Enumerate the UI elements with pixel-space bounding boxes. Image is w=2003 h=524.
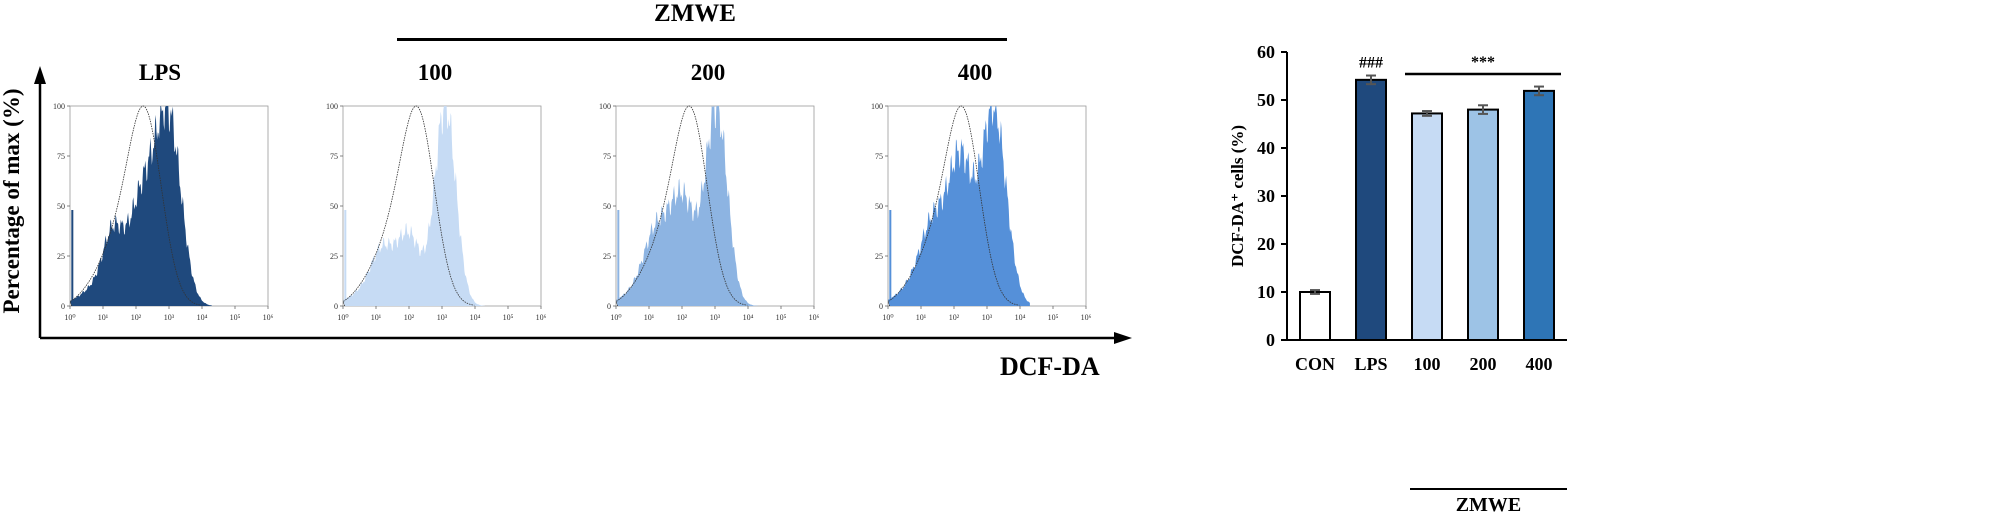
zmwe-bracket-label: ZMWE xyxy=(1455,494,1522,516)
bar-con xyxy=(1299,291,1331,341)
zmwe-group-label: ZMWE xyxy=(654,0,736,27)
zmwe-bracket-line xyxy=(1410,488,1567,490)
histogram-x-tick-label: 10⁵ xyxy=(1048,313,1059,322)
histogram-x-tick-label: 10⁶ xyxy=(809,313,820,322)
histogram-y-tick-label: 0 xyxy=(607,302,611,311)
histogram-x-tick-label: 10⁰ xyxy=(610,313,621,322)
histogram-x-tick-label: 10⁰ xyxy=(882,313,893,322)
bar-y-tick-label: 30 xyxy=(1257,186,1275,206)
bar-400 xyxy=(1523,89,1555,341)
histogram-x-tick-label: 10⁰ xyxy=(337,313,348,322)
histogram-y-tick-label: 0 xyxy=(61,302,65,311)
sample-histogram xyxy=(70,106,212,306)
bar-category-label: 100 xyxy=(1414,354,1441,370)
bar-y-tick-label: 50 xyxy=(1257,90,1275,110)
bar-category-label: LPS xyxy=(1354,354,1387,370)
histogram-x-tick-label: 10² xyxy=(131,313,142,322)
histogram-panel-lps: 0 25 50 75 100 10⁰ 10¹ 10² 10³ 10⁴ 10⁵ 10⁶ xyxy=(53,102,274,322)
histogram-y-tick-label: 25 xyxy=(330,252,338,261)
histogram-x-tick-label: 10¹ xyxy=(644,313,655,322)
bar-chart: 0 10 20 30 40 50 60 CON LPS 100 200 400 ### *** xyxy=(1257,42,1567,370)
bar-y-tick-label: 20 xyxy=(1257,234,1275,254)
sample-histogram xyxy=(616,106,758,306)
histogram-x-tick-label: 10⁴ xyxy=(743,313,754,322)
histogram-panel-200: 0 25 50 75 100 10⁰ 10¹ 10² 10³ 10⁴ 10⁵ 10⁶ xyxy=(599,102,820,322)
histogram-panel-100: 0 25 50 75 100 10⁰ 10¹ 10² 10³ 10⁴ 10⁵ 10⁶ xyxy=(326,102,547,322)
histogram-y-tick-label: 0 xyxy=(334,302,338,311)
x-axis-label: DCF-DA xyxy=(1000,352,1100,381)
histogram-x-tick-label: 10¹ xyxy=(371,313,382,322)
histogram-y-tick-label: 50 xyxy=(330,202,338,211)
histogram-y-tick-label: 75 xyxy=(603,152,611,161)
histogram-x-tick-label: 10⁴ xyxy=(470,313,481,322)
histogram-y-tick-label: 0 xyxy=(879,302,883,311)
histogram-x-tick-label: 10² xyxy=(404,313,415,322)
histogram-y-tick-label: 25 xyxy=(57,252,65,261)
control-histogram-outline xyxy=(887,105,1020,307)
histogram-y-tick-label: 50 xyxy=(603,202,611,211)
low-end-spike xyxy=(889,210,892,306)
histogram-x-tick-label: 10¹ xyxy=(98,313,109,322)
histogram-x-tick-label: 10² xyxy=(677,313,688,322)
sample-histogram xyxy=(343,106,485,306)
panel-label-400: 400 xyxy=(957,60,993,85)
histogram-panel-400: 0 25 50 75 100 10⁰ 10¹ 10² 10³ 10⁴ 10⁵ 10⁶ xyxy=(871,102,1092,322)
bar-y-tick-label: 0 xyxy=(1266,330,1275,350)
histogram-x-tick-label: 10⁵ xyxy=(230,313,241,322)
histogram-x-tick-label: 10⁶ xyxy=(536,313,547,322)
histogram-x-tick-label: 10⁶ xyxy=(263,313,274,322)
histogram-x-tick-label: 10³ xyxy=(164,313,175,322)
low-end-spike xyxy=(344,210,347,306)
bar-category-label: 200 xyxy=(1470,354,1497,370)
panel-label-100: 100 xyxy=(417,60,453,85)
low-end-spike xyxy=(617,210,620,306)
histogram-x-tick-label: 10⁵ xyxy=(503,313,514,322)
bar-200 xyxy=(1467,108,1499,341)
histogram-x-tick-label: 10⁰ xyxy=(64,313,75,322)
bar-lps xyxy=(1355,78,1387,342)
panel-label-200: 200 xyxy=(690,60,726,85)
low-end-spike xyxy=(71,210,74,306)
histogram-y-tick-label: 25 xyxy=(603,252,611,261)
sample-histogram xyxy=(888,106,1030,306)
histogram-y-tick-label: 100 xyxy=(599,102,611,111)
histogram-x-tick-label: 10⁴ xyxy=(197,313,208,322)
histogram-x-tick-label: 10⁵ xyxy=(776,313,787,322)
histogram-x-tick-label: 10³ xyxy=(982,313,993,322)
histogram-y-tick-label: 50 xyxy=(875,202,883,211)
bar-category-label: 400 xyxy=(1526,354,1553,370)
histogram-x-tick-label: 10³ xyxy=(437,313,448,322)
histogram-x-tick-label: 10⁶ xyxy=(1081,313,1092,322)
histogram-x-tick-label: 10³ xyxy=(710,313,721,322)
histogram-y-tick-label: 50 xyxy=(57,202,65,211)
zmwe-significance-mark: *** xyxy=(1471,54,1495,71)
histogram-y-tick-label: 100 xyxy=(53,102,65,111)
control-histogram-outline xyxy=(342,105,475,307)
main-axis-arrows xyxy=(34,66,1132,344)
bar-y-tick-label: 60 xyxy=(1257,42,1275,62)
histogram-y-tick-label: 75 xyxy=(330,152,338,161)
bar-category-label: CON xyxy=(1295,354,1335,370)
histogram-y-tick-label: 75 xyxy=(875,152,883,161)
panel-label-lps: LPS xyxy=(138,60,182,85)
control-histogram-outline xyxy=(69,105,202,307)
histogram-x-tick-label: 10¹ xyxy=(916,313,927,322)
histogram-y-tick-label: 25 xyxy=(875,252,883,261)
histogram-y-tick-label: 100 xyxy=(326,102,338,111)
bar-100 xyxy=(1411,112,1443,341)
histogram-y-tick-label: 75 xyxy=(57,152,65,161)
control-histogram-outline xyxy=(615,105,748,307)
bar-y-tick-label: 40 xyxy=(1257,138,1275,158)
histogram-y-tick-label: 100 xyxy=(871,102,883,111)
zmwe-group-line xyxy=(397,38,1007,41)
bar-y-tick-label: 10 xyxy=(1257,282,1275,302)
lps-significance-mark: ### xyxy=(1359,55,1383,72)
histogram-x-tick-label: 10² xyxy=(949,313,960,322)
histogram-x-tick-label: 10⁴ xyxy=(1015,313,1026,322)
